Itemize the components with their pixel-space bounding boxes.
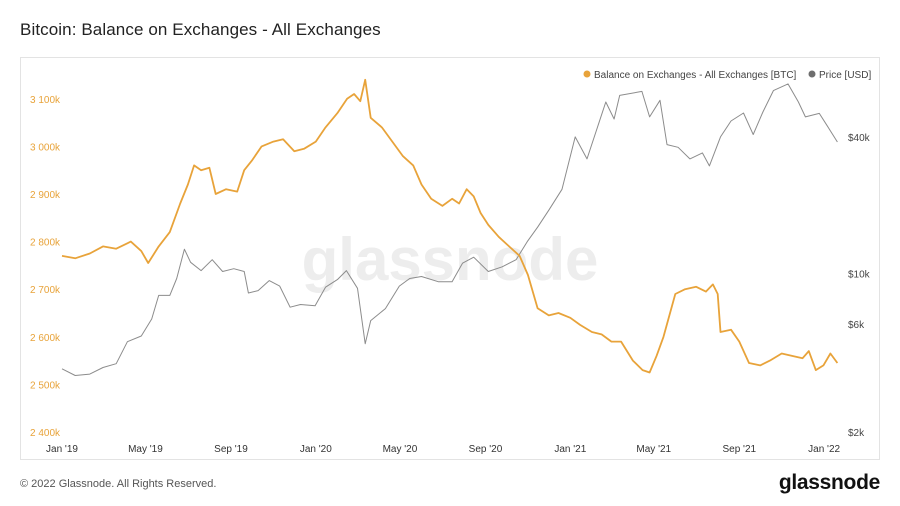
y-left-tick-label: 3 100k [30, 95, 61, 106]
x-tick-label: Jan '20 [300, 444, 332, 455]
x-tick-label: May '19 [128, 444, 163, 455]
y-right-tick-label: $40k [848, 133, 871, 144]
x-tick-label: Sep '19 [214, 444, 248, 455]
price-series-line [61, 83, 838, 376]
legend-marker-price [808, 70, 816, 78]
legend-label-balance: Balance on Exchanges - All Exchanges [BT… [594, 70, 797, 81]
x-tick-label: Jan '21 [554, 444, 586, 455]
x-tick-label: May '21 [636, 444, 671, 455]
y-left-tick-label: 2 800k [30, 238, 61, 249]
y-right-tick-label: $6k [848, 320, 865, 331]
legend-label-price: Price [USD] [819, 70, 871, 81]
y-right-tick-label: $10k [848, 269, 871, 280]
chart-svg: glassnode 2 400k 2 500k 2 600k 2 700k 2 800k… [30, 70, 871, 455]
legend-marker-balance [583, 70, 591, 78]
series-layer [61, 78, 839, 376]
y-right-tick-label: $2k [848, 428, 865, 439]
y-axis-right: $2k $6k $10k $40k [848, 133, 871, 439]
y-axis-left: 2 400k 2 500k 2 600k 2 700k 2 800k 2 900k 3 00… [30, 95, 61, 439]
watermark: glassnode [302, 226, 599, 293]
x-axis: Jan '19 May '19 Sep '19 Jan '20 May '20 Sep '… [46, 444, 841, 455]
copyright-text: © 2022 Glassnode. All Rights Reserved. [20, 478, 217, 490]
x-tick-label: May '20 [383, 444, 418, 455]
y-left-tick-label: 2 400k [30, 428, 61, 439]
x-tick-label: Sep '21 [722, 444, 756, 455]
x-tick-label: Sep '20 [469, 444, 503, 455]
brand-logo: glassnode [778, 471, 880, 494]
balance-series-line [61, 78, 839, 374]
y-left-tick-label: 3 000k [30, 142, 61, 153]
legend: Balance on Exchanges - All Exchanges [BT… [583, 70, 871, 81]
y-left-tick-label: 2 700k [30, 285, 61, 296]
chart-frame [20, 57, 880, 460]
page-title: Bitcoin: Balance on Exchanges - All Exch… [20, 20, 381, 39]
x-tick-label: Jan '22 [808, 444, 840, 455]
y-left-tick-label: 2 600k [30, 333, 61, 344]
x-tick-label: Jan '19 [46, 444, 78, 455]
y-left-tick-label: 2 500k [30, 380, 61, 391]
y-left-tick-label: 2 900k [30, 190, 61, 201]
